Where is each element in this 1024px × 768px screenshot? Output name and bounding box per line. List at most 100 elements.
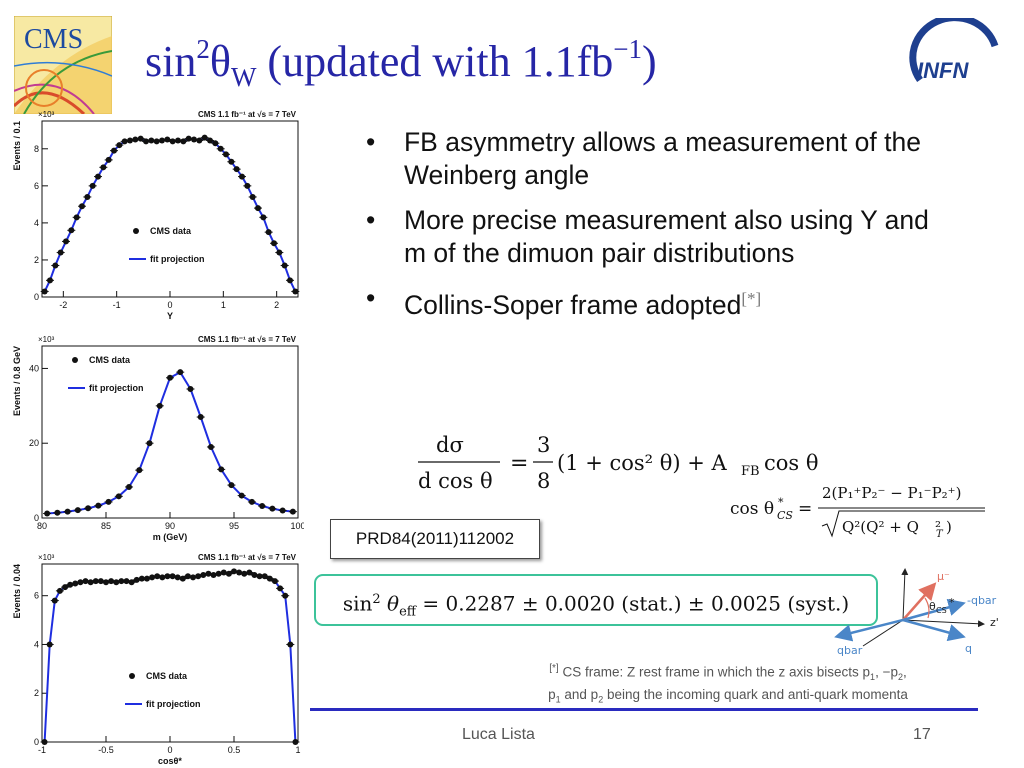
data-point (68, 227, 75, 234)
x-tick-label: 100 (290, 521, 304, 531)
data-point (46, 641, 53, 648)
title-superscript: 2 (196, 34, 210, 65)
result-superscript: 2 (372, 592, 381, 607)
y-tick-label: 6 (34, 591, 39, 601)
data-point (79, 203, 85, 210)
data-point (67, 581, 74, 588)
x-tick-label: 1 (221, 300, 226, 310)
svg-text:FB: FB (741, 464, 760, 479)
data-point (248, 498, 255, 505)
data-point (73, 214, 80, 221)
cs-angle-formula: cos θ * CS = 2(P₁⁺P₂⁻ − P₁⁻P₂⁺) Q²(Q² + … (730, 478, 990, 545)
svg-text:=: = (510, 451, 528, 476)
plot-frame (41, 563, 299, 743)
data-point (89, 182, 96, 189)
y-tick-label: 2 (34, 255, 39, 265)
data-point (103, 579, 109, 586)
svg-text:Q²(Q² + Q: Q²(Q² + Q (842, 518, 919, 536)
chart-exponent-label: ×10³ (38, 335, 55, 344)
y-tick-label: 0 (34, 737, 39, 747)
data-point (146, 440, 153, 447)
data-point (169, 573, 176, 580)
x-axis-label: Y (167, 311, 173, 321)
data-point (255, 205, 261, 212)
y-tick-label: 6 (34, 181, 39, 191)
data-point (266, 575, 273, 582)
fit-projection-line (47, 371, 294, 515)
data-point (185, 135, 192, 142)
x-tick-label: 80 (37, 521, 47, 531)
data-point (159, 574, 166, 581)
data-point (116, 142, 123, 149)
data-point (95, 173, 101, 180)
data-point (196, 137, 203, 144)
footnote-text-2a: p (548, 687, 556, 703)
data-point (97, 578, 104, 585)
footnote-sub: 2 (598, 694, 604, 705)
data-point (133, 576, 140, 583)
chart-title: CMS 1.1 fb⁻¹ at √s = 7 TeV (198, 553, 297, 562)
svg-text:(1 + cos² θ) + A: (1 + cos² θ) + A (557, 451, 728, 475)
data-point (191, 136, 197, 143)
data-point (108, 578, 115, 585)
data-point (138, 575, 145, 582)
title-subscript: W (230, 61, 257, 92)
data-point (167, 374, 173, 381)
data-point (256, 573, 263, 580)
data-point (95, 502, 102, 509)
infn-logo: INFN (895, 14, 1010, 108)
svg-text:²: ² (935, 518, 941, 536)
data-point (220, 569, 227, 576)
y-axis-label: Events / 0.04 (12, 564, 22, 619)
title-sin: sin (145, 37, 197, 86)
y-tick-label: 2 (34, 688, 39, 698)
data-point (82, 578, 89, 585)
svg-text:cos θ: cos θ (730, 499, 774, 519)
data-point (85, 505, 92, 512)
bullet-list: • FB asymmetry allows a measurement of th… (364, 126, 934, 334)
footnote-text-2c: being the incoming quark and anti-quark … (603, 687, 908, 703)
data-point (132, 136, 139, 143)
x-tick-label: -1 (113, 300, 121, 310)
data-point (276, 249, 283, 256)
infn-logo-text: INFN (917, 58, 969, 83)
result-box: sin2 θeff = 0.2287 ± 0.0020 (stat.) ± 0.… (314, 574, 878, 626)
legend-label-data: CMS data (146, 671, 188, 681)
data-point (271, 240, 277, 247)
mu-minus-label: μ⁻ (937, 570, 950, 583)
data-point (279, 507, 286, 514)
chart-title: CMS 1.1 fb⁻¹ at √s = 7 TeV (198, 335, 297, 344)
data-point (121, 138, 128, 145)
page-number: 17 (913, 726, 931, 743)
data-point (51, 597, 58, 604)
bullet-item: • Collins-Soper frame adopted[*] (366, 283, 762, 320)
y-tick-label: 4 (34, 218, 39, 228)
chart-exponent-label: ×10³ (38, 553, 55, 562)
svg-text:): ) (946, 518, 952, 536)
bullet-text: Collins-Soper frame adopted (404, 289, 742, 320)
data-point (174, 574, 181, 581)
bullet-item: • More precise measurement also using Y a… (366, 205, 929, 268)
data-point (63, 238, 69, 245)
theta-cs-label: θ (929, 600, 936, 613)
data-point (72, 580, 79, 587)
data-point (238, 492, 245, 499)
data-point (143, 575, 150, 582)
data-point (261, 573, 268, 580)
footnote-sub: 1 (870, 672, 876, 683)
footnote-text-1: CS frame: Z rest frame in which the z ax… (558, 664, 871, 680)
svg-text:=: = (798, 499, 812, 519)
y-tick-label: 4 (34, 639, 39, 649)
data-point (92, 578, 99, 585)
data-point (127, 137, 133, 144)
data-point (154, 573, 161, 580)
data-point (52, 262, 59, 269)
data-point (200, 571, 207, 578)
footnote-text-1b: , −p (875, 664, 898, 680)
reference-box: PRD84(2011)112002 (330, 519, 540, 559)
svg-text:3: 3 (537, 433, 550, 457)
data-point (282, 592, 289, 599)
chart-exponent-label: ×10³ (38, 110, 55, 119)
footer-divider (310, 708, 978, 711)
data-point (175, 137, 181, 144)
